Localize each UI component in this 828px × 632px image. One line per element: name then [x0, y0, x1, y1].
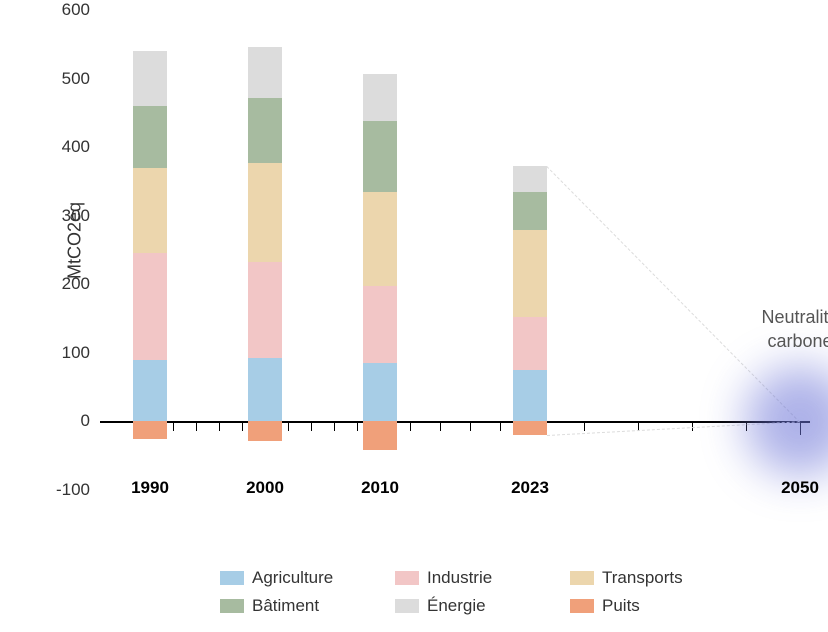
segment-puits — [363, 421, 397, 450]
emissions-chart: MtCO2eq -1000100200300400500600 Neutrali… — [50, 10, 810, 570]
x-minor-tick — [410, 421, 411, 431]
segment-batiment — [363, 121, 397, 192]
segment-batiment — [133, 106, 167, 168]
bar-1990 — [133, 10, 167, 490]
segment-energie — [513, 166, 547, 193]
y-tick-label: -100 — [50, 480, 90, 500]
legend-label: Industrie — [427, 568, 492, 588]
x-tick-label: 1990 — [131, 478, 169, 498]
legend-item-puits: Puits — [570, 596, 745, 616]
y-tick-label: 300 — [50, 206, 90, 226]
segment-energie — [363, 74, 397, 121]
y-tick-label: 500 — [50, 69, 90, 89]
segment-agriculture — [363, 363, 397, 421]
legend: Agriculture Industrie Transports Bâtiment Én… — [220, 568, 750, 616]
segment-industrie — [133, 253, 167, 359]
legend-swatch — [220, 571, 244, 585]
segment-agriculture — [513, 370, 547, 421]
bar-2000 — [248, 10, 282, 490]
segment-transports — [248, 163, 282, 262]
bar-2010 — [363, 10, 397, 490]
segment-industrie — [513, 317, 547, 370]
x-minor-tick — [500, 421, 501, 431]
x-minor-tick — [470, 421, 471, 431]
legend-label: Puits — [602, 596, 640, 616]
segment-transports — [513, 230, 547, 316]
segment-puits — [133, 421, 167, 438]
legend-swatch — [395, 571, 419, 585]
y-tick-label: 100 — [50, 343, 90, 363]
neutrality-glow — [745, 366, 828, 476]
x-minor-tick — [196, 421, 197, 431]
x-axis-line — [100, 421, 810, 423]
legend-label: Transports — [602, 568, 683, 588]
x-minor-tick — [357, 421, 358, 431]
y-tick-label: 600 — [50, 0, 90, 20]
legend-label: Agriculture — [252, 568, 333, 588]
x-minor-tick — [219, 421, 220, 431]
neutrality-label: Neutralité carbone — [745, 306, 828, 353]
segment-batiment — [248, 98, 282, 163]
legend-label: Bâtiment — [252, 596, 319, 616]
legend-item-energie: Énergie — [395, 596, 570, 616]
neutrality-text-2: carbone — [767, 331, 828, 351]
plot-area: Neutralité carbone 19902000201020232050 — [100, 10, 810, 490]
x-minor-tick — [334, 421, 335, 431]
x-minor-tick — [440, 421, 441, 431]
legend-swatch — [570, 599, 594, 613]
x-minor-tick — [311, 421, 312, 431]
bar-2023 — [513, 10, 547, 490]
segment-energie — [248, 47, 282, 98]
segment-transports — [133, 168, 167, 254]
segment-agriculture — [133, 360, 167, 422]
segment-batiment — [513, 192, 547, 230]
x-tick-label: 2000 — [246, 478, 284, 498]
x-tick-label: 2023 — [511, 478, 549, 498]
x-minor-tick — [173, 421, 174, 431]
segment-transports — [363, 192, 397, 287]
segment-industrie — [248, 262, 282, 358]
y-tick-label: 0 — [50, 411, 90, 431]
legend-item-agriculture: Agriculture — [220, 568, 395, 588]
legend-swatch — [395, 599, 419, 613]
legend-item-industrie: Industrie — [395, 568, 570, 588]
legend-swatch — [570, 571, 594, 585]
x-minor-tick — [584, 421, 585, 431]
x-minor-tick — [242, 421, 243, 431]
segment-agriculture — [248, 358, 282, 421]
segment-energie — [133, 51, 167, 106]
neutrality-text-1: Neutralité — [761, 307, 828, 327]
x-minor-tick — [288, 421, 289, 431]
legend-item-transports: Transports — [570, 568, 745, 588]
x-tick-label: 2010 — [361, 478, 399, 498]
y-tick-label: 400 — [50, 137, 90, 157]
legend-item-batiment: Bâtiment — [220, 596, 395, 616]
segment-puits — [513, 421, 547, 435]
y-tick-label: 200 — [50, 274, 90, 294]
x-tick-label: 2050 — [781, 478, 819, 498]
segment-puits — [248, 421, 282, 440]
segment-industrie — [363, 286, 397, 363]
legend-label: Énergie — [427, 596, 486, 616]
legend-swatch — [220, 599, 244, 613]
